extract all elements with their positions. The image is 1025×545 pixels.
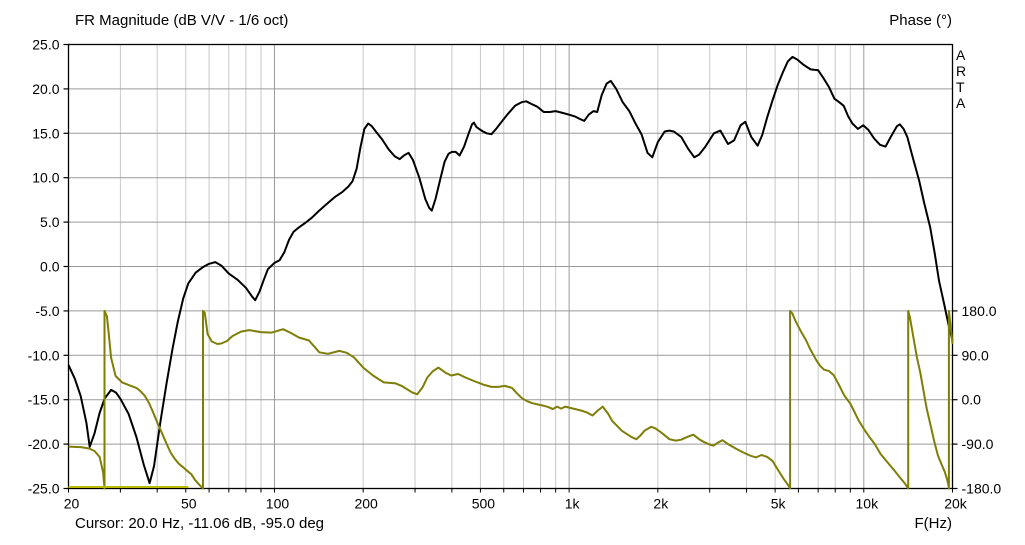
x-tick-label: 10k	[856, 496, 880, 512]
y-right-tick-label: 90.0	[962, 347, 989, 363]
y-left-tick-label: -25.0	[28, 481, 60, 497]
x-axis-title: F(Hz)	[914, 515, 953, 532]
y-left-tick-label: 10.0	[32, 170, 59, 186]
x-tick-label: 200	[354, 496, 378, 512]
y-right-tick-label: -180.0	[962, 481, 1002, 497]
phase-curve	[68, 309, 954, 490]
magnitude-curve	[67, 55, 954, 485]
y-left-tick-label: 20.0	[32, 81, 59, 97]
cursor-readout: Cursor: 20.0 Hz, -11.06 dB, -95.0 deg	[75, 515, 325, 532]
y-left-tick-label: 5.0	[40, 214, 60, 230]
y-right-tick-label: -90.0	[962, 436, 994, 452]
y-left-tick-label: 25.0	[32, 37, 59, 53]
x-tick-label: 2k	[653, 496, 669, 512]
y-left-tick-label: 0.0	[40, 259, 60, 275]
x-tick-label: 1k	[565, 496, 581, 512]
plot-area[interactable]	[69, 45, 953, 489]
x-tick-label: 50	[181, 496, 197, 512]
x-tick-label: 5k	[771, 496, 787, 512]
x-tick-label: 20k	[944, 496, 968, 512]
y-left-tick-label: -5.0	[35, 303, 59, 319]
y-left-tick-label: -15.0	[28, 392, 60, 408]
plot-title: FR Magnitude (dB V/V - 1/6 oct)	[75, 12, 289, 29]
y-right-tick-label: 0.0	[962, 392, 982, 408]
y-right-tick-label: 180.0	[962, 303, 997, 319]
x-tick-label: 20	[64, 496, 80, 512]
x-tick-label: 100	[266, 496, 290, 512]
y-left-tick-label: -20.0	[28, 436, 60, 452]
phase-axis-title: Phase (°)	[889, 12, 952, 29]
x-tick-label: 500	[472, 496, 496, 512]
y-left-tick-label: -10.0	[28, 347, 60, 363]
y-left-tick-label: 15.0	[32, 125, 59, 141]
arta-logo-text: A R T A	[956, 47, 967, 111]
